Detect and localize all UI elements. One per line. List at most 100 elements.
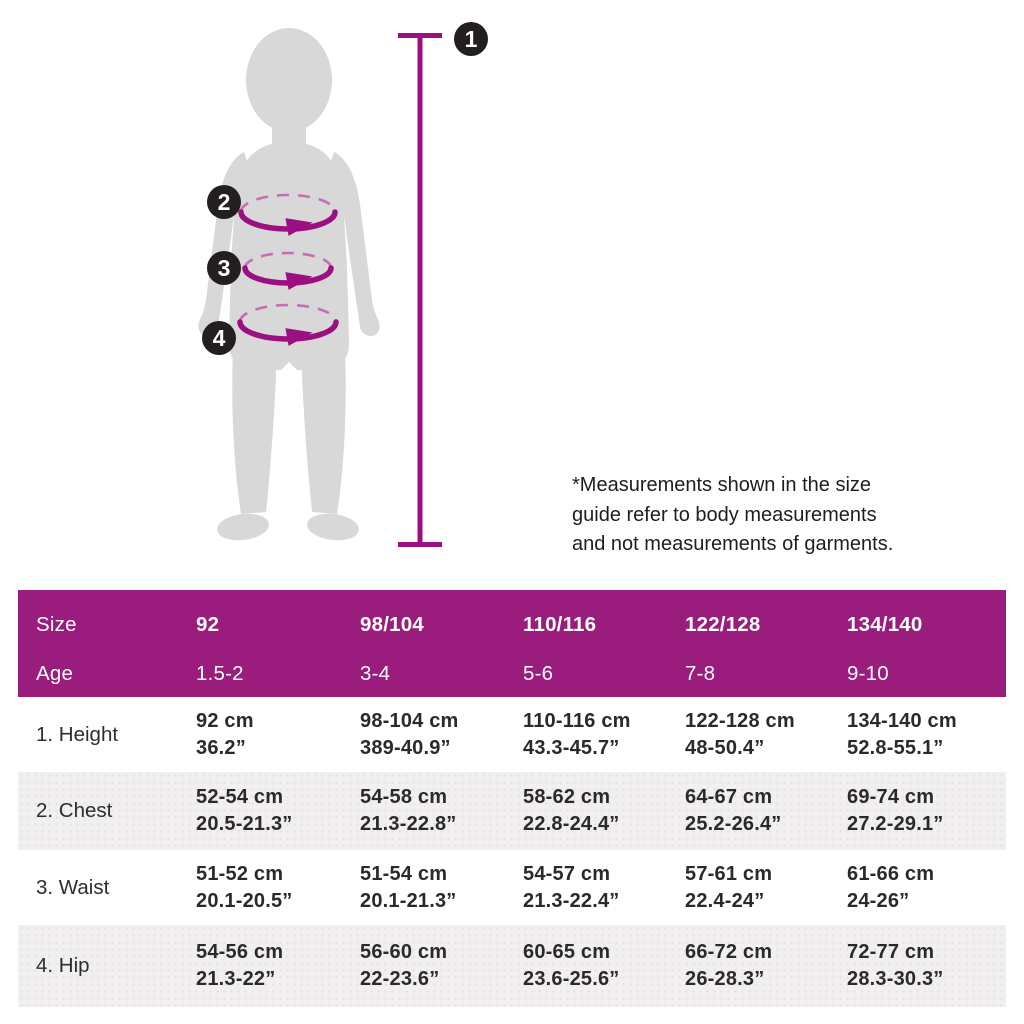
table-row-chest: 2. Chest 52-54 cm 20.5-21.3” 54-58 cm 21… [18,772,1006,850]
inch-value: 389-40.9” [360,736,451,759]
measurement-cell: 69-74 cm 27.2-29.1” [847,784,1006,838]
cm-value: 134-140 cm [847,709,957,732]
inch-value: 25.2-26.4” [685,813,782,835]
inch-value: 22.8-24.4” [523,813,620,835]
row-label: 2. Chest [36,799,113,822]
size-table: Size 92 98/104 110/116 122/128 134/140 A… [18,590,1006,1007]
measurement-cell: 110-116 cm 43.3-45.7” [523,708,685,762]
measurement-cell: 64-67 cm 25.2-26.4” [685,784,847,838]
measurement-cell: 58-62 cm 22.8-24.4” [523,784,685,838]
header-age-row: Age 1.5-2 3-4 5-6 7-8 9-10 [18,652,1006,696]
inch-value: 52.8-55.1” [847,736,944,759]
badge-height: 1 [454,22,488,56]
silhouette-left-foot [217,513,269,541]
row-label: 1. Height [36,722,119,746]
cm-value: 98-104 cm [360,709,459,732]
measurement-cell: 57-61 cm 22.4-24” [685,861,847,915]
cm-value: 72-77 cm [847,941,935,963]
row-label: 4. Hip [36,954,90,977]
measurement-cell: 61-66 cm 24-26” [847,861,1006,915]
cm-value: 92 cm [196,709,254,732]
cm-value: 122-128 cm [685,709,795,732]
cm-value: 64-67 cm [685,786,773,808]
size-col-header: 134/140 [847,613,923,636]
inch-value: 20.1-21.3” [360,889,457,912]
badge-chest-number: 2 [218,189,231,215]
measurement-cell: 72-77 cm 28.3-30.3” [847,939,1006,993]
cm-value: 61-66 cm [847,862,935,885]
age-col-header: 3-4 [360,662,391,685]
silhouette-right-foot [307,513,359,541]
size-col-header: 110/116 [523,613,597,636]
row-label: 3. Waist [36,875,110,899]
measurement-cell: 51-54 cm 20.1-21.3” [360,861,523,915]
inch-value: 43.3-45.7” [523,736,620,759]
cm-value: 110-116 cm [523,709,631,732]
size-col-header: 98/104 [360,613,424,636]
measurement-cell: 92 cm 36.2” [196,708,360,762]
measurement-cell: 56-60 cm 22-23.6” [360,939,523,993]
disclaimer-line: guide refer to body measurements [572,503,877,526]
measurement-cell: 134-140 cm 52.8-55.1” [847,708,1006,762]
inch-value: 24-26” [847,889,910,912]
inch-value: 26-28.3” [685,968,765,990]
badge-waist: 3 [207,251,241,285]
table-row-waist: 3. Waist 51-52 cm 20.1-20.5” 51-54 cm 20… [18,850,1006,925]
measurement-cell: 51-52 cm 20.1-20.5” [196,861,360,915]
cm-value: 54-58 cm [360,786,448,808]
inch-value: 21.3-22.4” [523,889,620,912]
age-col-header: 9-10 [847,662,889,685]
cm-value: 60-65 cm [523,941,611,963]
measurement-cell: 52-54 cm 20.5-21.3” [196,784,360,838]
silhouette-right-arm [328,152,380,337]
size-col-header: 92 [196,613,220,636]
table-row-hip: 4. Hip 54-56 cm 21.3-22” 56-60 cm 22-23.… [18,925,1006,1007]
measurement-cell: 54-57 cm 21.3-22.4” [523,861,685,915]
age-header-label: Age [36,662,74,685]
measurement-cell: 98-104 cm 389-40.9” [360,708,523,762]
age-col-header: 1.5-2 [196,662,244,685]
size-col-header: 122/128 [685,613,761,636]
silhouette-right-leg [301,352,346,514]
badge-waist-number: 3 [218,255,231,281]
inch-value: 20.1-20.5” [196,889,293,912]
inch-value: 23.6-25.6” [523,968,620,990]
cm-value: 52-54 cm [196,786,284,808]
inch-value: 27.2-29.1” [847,813,944,835]
inch-value: 21.3-22” [196,968,276,990]
badge-hip-number: 4 [213,325,226,351]
cm-value: 66-72 cm [685,941,773,963]
badge-chest: 2 [207,185,241,219]
waist-tape-icon [242,251,334,290]
silhouette-left-leg [232,352,277,514]
size-header-label: Size [36,613,77,636]
inch-value: 22.4-24” [685,889,765,912]
chest-tape-icon [238,193,338,236]
cm-value: 58-62 cm [523,786,611,808]
measurement-cell: 54-58 cm 21.3-22.8” [360,784,523,838]
height-measure-line-icon [398,33,442,547]
silhouette-head [246,28,332,132]
inch-value: 36.2” [196,736,246,759]
disclaimer-note: *Measurements shown in the size guide re… [572,471,962,560]
body-measurement-diagram: 1 2 3 4 [198,22,488,547]
cm-value: 54-57 cm [523,862,611,885]
inch-value: 28.3-30.3” [847,968,944,990]
measurement-cell: 54-56 cm 21.3-22” [196,939,360,993]
measurement-cell: 66-72 cm 26-28.3” [685,939,847,993]
measurement-cell: 60-65 cm 23.6-25.6” [523,939,685,993]
age-col-header: 7-8 [685,662,716,685]
cm-value: 57-61 cm [685,862,773,885]
table-row-height: 1. Height 92 cm 36.2” 98-104 cm 389-40.9… [18,697,1006,772]
header-size-row: Size 92 98/104 110/116 122/128 134/140 [18,603,1006,647]
cm-value: 54-56 cm [196,941,284,963]
inch-value: 48-50.4” [685,736,765,759]
cm-value: 56-60 cm [360,941,448,963]
measurement-cell: 122-128 cm 48-50.4” [685,708,847,762]
badge-hip: 4 [202,321,236,355]
badge-height-number: 1 [465,26,478,52]
cm-value: 51-54 cm [360,862,448,885]
age-col-header: 5-6 [523,662,554,685]
inch-value: 20.5-21.3” [196,813,293,835]
